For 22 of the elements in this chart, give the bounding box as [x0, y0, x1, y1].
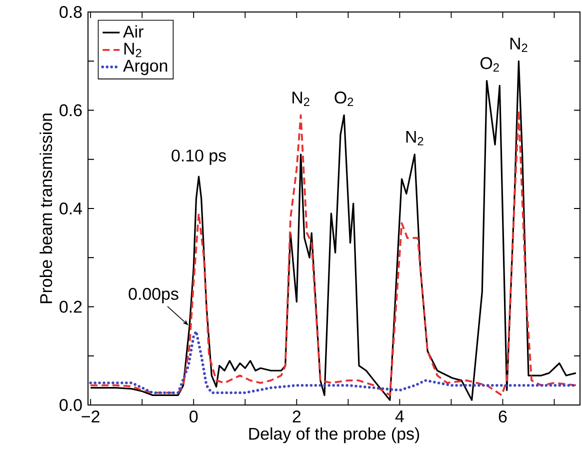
- annotation: O$_{2}$: [480, 57, 499, 72]
- annotation: O$_{2}$: [334, 92, 354, 106]
- legend-label: Argon: [123, 60, 168, 76]
- annotation: 0.10 ps: [172, 150, 226, 165]
- y-tick-label: 0.0: [60, 399, 82, 412]
- y-tick-label: 0.6: [60, 104, 82, 116]
- annotation: 0.00ps: [128, 288, 178, 304]
- annotation: N$_{2}$: [292, 92, 310, 106]
- annotation: N$_{2}$: [406, 131, 424, 146]
- x-tick-label: 6: [498, 410, 507, 423]
- legend-label: N$_{2}$: [124, 42, 142, 58]
- annotation: N$_{2}$: [510, 38, 528, 52]
- x-tick-label: 0: [190, 410, 198, 423]
- x-tick-label: −2: [82, 410, 100, 422]
- y-tick-label: 0.8: [60, 6, 82, 18]
- x-axis-title: Delay of the probe (ps): [249, 427, 420, 444]
- y-tick-label: 0.2: [60, 300, 82, 313]
- x-tick-label: 4: [395, 410, 404, 422]
- x-tick-label: 2: [292, 410, 301, 422]
- y-tick-label: 0.4: [60, 202, 82, 215]
- y-axis-title: Probe beam transmission: [40, 114, 52, 304]
- legend-label: Air: [123, 25, 144, 38]
